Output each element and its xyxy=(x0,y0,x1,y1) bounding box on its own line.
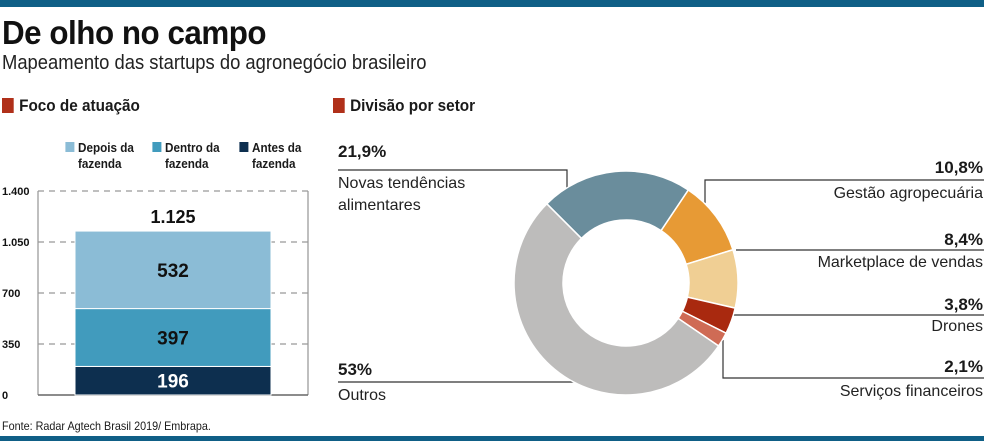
section-marker-icon xyxy=(333,98,345,113)
legend-label: Antes da xyxy=(252,140,302,155)
legend-label: fazenda xyxy=(252,156,296,171)
page-title: De olho no campo xyxy=(2,14,267,51)
slice-name-label: Serviços financeiros xyxy=(839,383,983,400)
section-marker-icon xyxy=(2,98,14,113)
leader-line xyxy=(722,340,984,379)
source-note: Fonte: Radar Agtech Brasil 2019/ Embrapa… xyxy=(2,419,211,433)
bar-chart-title: Foco de atuação xyxy=(2,96,140,116)
slice-value-label: 53% xyxy=(338,360,373,379)
slice-name-label: Marketplace de vendas xyxy=(817,254,983,271)
legend-swatch xyxy=(239,142,249,152)
stacked-bar-chart: 0 350 700 1.050 1.400 196 397 532 1.125 xyxy=(2,186,309,402)
y-tick-label: 1.050 xyxy=(2,237,30,249)
bar-total-label: 1.125 xyxy=(150,207,195,227)
donut-slice xyxy=(513,202,720,396)
legend-swatch xyxy=(152,142,162,152)
legend-label: fazenda xyxy=(165,156,209,171)
top-accent-bar xyxy=(0,0,984,7)
legend-item-antes: Antes da fazenda xyxy=(239,140,302,172)
legend-item-depois: Depois da fazenda xyxy=(65,140,134,172)
slice-value-label: 8,4% xyxy=(944,230,983,249)
legend-label: Depois da xyxy=(78,140,134,155)
y-tick-label: 700 xyxy=(2,288,20,300)
bar-chart-title-text: Foco de atuação xyxy=(19,96,140,115)
y-tick-label: 0 xyxy=(2,390,8,402)
legend-label: Dentro da xyxy=(165,140,220,155)
donut-chart-title: Divisão por setor xyxy=(333,96,475,116)
y-tick-label: 350 xyxy=(2,339,20,351)
slice-value-label: 3,8% xyxy=(944,295,983,314)
slice-value-label: 10,8% xyxy=(934,158,983,177)
slice-name-label: Outros xyxy=(338,387,387,404)
bar-segment-label: 532 xyxy=(157,261,189,282)
slice-name-label: alimentares xyxy=(338,197,421,214)
slice-value-label: 21,9% xyxy=(338,142,387,161)
bar-segment xyxy=(74,308,272,367)
slice-value-label: 2,1% xyxy=(944,357,983,376)
leader-line xyxy=(704,179,984,203)
slice-name-label: Gestão agropecuária xyxy=(833,185,983,202)
legend-item-dentro: Dentro da fazenda xyxy=(152,140,220,172)
donut-chart-title-text: Divisão por setor xyxy=(350,96,476,115)
legend-swatch xyxy=(65,142,75,152)
legend-label: fazenda xyxy=(78,156,122,171)
slice-name-label: Novas tendências xyxy=(338,175,466,192)
slice-name-label: Drones xyxy=(931,318,983,335)
bar-segment-label: 196 xyxy=(157,372,189,393)
page-subtitle: Mapeamento das startups do agronegócio b… xyxy=(2,52,427,74)
y-tick-label: 1.400 xyxy=(2,186,30,198)
bar-segment xyxy=(74,230,272,310)
bottom-accent-bar xyxy=(0,436,984,441)
bar-segment xyxy=(74,365,272,396)
bar-segment-label: 397 xyxy=(157,329,189,350)
